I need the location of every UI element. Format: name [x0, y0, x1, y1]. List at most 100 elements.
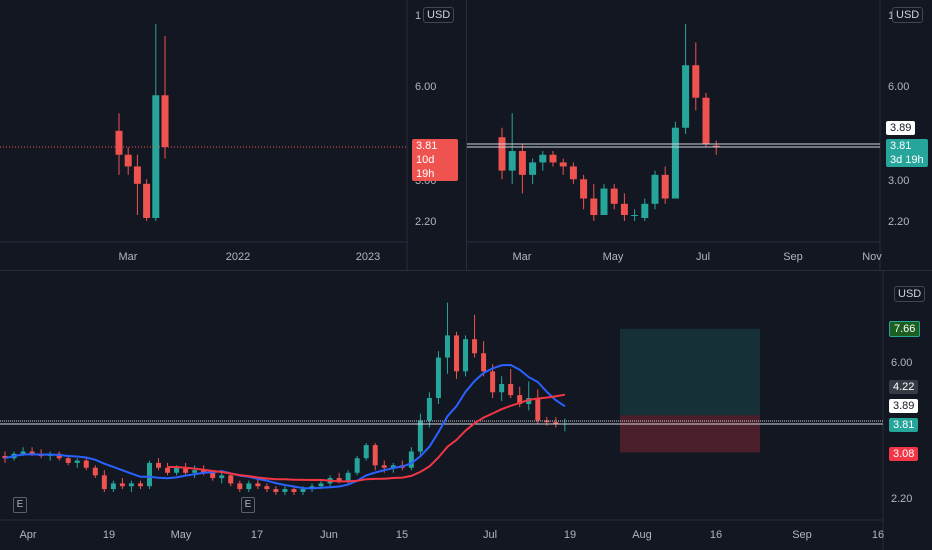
time-tick-label: 2023: [356, 251, 380, 263]
time-tick-label: 15: [396, 529, 408, 541]
time-tick-label: May: [603, 251, 624, 263]
price-badge-top-right-3-89: 3.89: [886, 121, 916, 135]
panel-separator-vertical[interactable]: [466, 0, 467, 270]
candle-body: [246, 483, 252, 490]
candle-body: [553, 422, 559, 424]
earnings-marker[interactable]: E: [241, 497, 255, 513]
price-badge-bottom: 3.81: [889, 418, 919, 432]
candle-body: [481, 353, 487, 372]
currency-label-top-right[interactable]: USD: [892, 7, 924, 23]
price-tick-label: 6.00: [415, 81, 436, 93]
stop-loss-badge: 3.08: [889, 447, 919, 461]
candle-body: [255, 483, 261, 487]
candle-body: [152, 95, 160, 218]
panel-separator-horizontal[interactable]: [0, 270, 932, 271]
time-tick-label: 19: [103, 529, 115, 541]
price-tick-label: 6.00: [891, 357, 912, 369]
time-tick-label: Sep: [792, 529, 812, 541]
time-tick-label: Mar: [513, 251, 532, 263]
candle-body: [590, 198, 598, 216]
candle-body: [133, 166, 141, 184]
candle-body: [417, 420, 423, 452]
candle-body: [156, 462, 162, 468]
candle-body: [20, 451, 26, 454]
price-badge-bottom-3-89: 3.89: [889, 399, 919, 413]
candle-body: [692, 65, 700, 98]
candle-body: [390, 465, 396, 468]
candle-body: [529, 162, 537, 175]
earnings-marker[interactable]: E: [13, 497, 27, 513]
candle-body: [381, 465, 387, 468]
currency-label-bottom[interactable]: USD: [894, 286, 926, 302]
candle-body: [426, 398, 432, 421]
candle-body: [435, 357, 441, 399]
price-tick-label: 2.20: [415, 216, 436, 228]
time-tick-label: 16: [710, 529, 722, 541]
candle-body: [682, 65, 690, 128]
candle-body: [559, 162, 567, 167]
candle-body: [291, 489, 297, 492]
countdown-badge-top-right: 3d 19h: [886, 153, 928, 167]
candles-panel-1: [498, 24, 720, 221]
candle-body: [508, 384, 514, 396]
candle-body: [228, 475, 234, 484]
candle-body: [535, 398, 541, 421]
take-profit-badge: 7.66: [889, 321, 921, 337]
candle-body: [143, 183, 151, 218]
candle-body: [92, 467, 98, 476]
candle-body: [300, 489, 306, 492]
price-badge-top-right: 3.81: [886, 139, 928, 153]
price-badge-top-left: 3.81: [412, 139, 458, 153]
candle-body: [165, 467, 171, 473]
candle-body: [610, 188, 618, 204]
candle-body: [569, 166, 577, 180]
candle-body: [472, 339, 478, 354]
time-tick-label: Sep: [783, 251, 803, 263]
candle-body: [83, 460, 89, 468]
candle-body: [161, 95, 169, 148]
candle-body: [237, 483, 243, 490]
candle-body: [454, 335, 459, 372]
candle-body: [115, 130, 123, 155]
candle-body: [600, 188, 608, 216]
candle-body: [498, 137, 506, 171]
candle-body: [210, 472, 216, 478]
time-tick-label: Apr: [19, 529, 36, 541]
candle-body: [264, 486, 270, 490]
ma-value-badge: 4.22: [889, 380, 919, 394]
currency-label-top-left[interactable]: USD: [423, 7, 455, 23]
candle-body: [119, 483, 125, 487]
candle-body: [580, 179, 588, 199]
candle-body: [345, 472, 351, 481]
candle-body: [661, 174, 669, 199]
candle-body: [631, 215, 639, 217]
candle-body: [712, 145, 720, 148]
price-tick-label: 3.00: [888, 175, 909, 187]
time-tick-label: Jul: [696, 251, 710, 263]
candle-body: [641, 203, 649, 218]
candle-body: [702, 97, 710, 144]
candle-body: [518, 151, 526, 175]
candle-body: [137, 483, 143, 487]
price-tick-label: 2.20: [888, 216, 909, 228]
candle-body: [174, 467, 180, 473]
price-tick-label: 6.00: [888, 81, 909, 93]
candle-body: [183, 467, 189, 473]
candle-body: [444, 335, 450, 358]
candle-body: [124, 154, 132, 167]
candle-body: [539, 154, 547, 163]
candle-body: [146, 462, 152, 487]
candle-body: [110, 483, 116, 490]
candle-body: [363, 445, 369, 459]
time-tick-label: Aug: [632, 529, 652, 541]
candle-body: [219, 475, 225, 478]
candle-body: [192, 470, 198, 473]
candle-body: [408, 451, 414, 468]
candle-body: [201, 470, 207, 473]
candle-body: [508, 151, 516, 171]
candle-body: [549, 154, 557, 163]
time-tick-label: Nov: [862, 251, 882, 263]
candle-body: [101, 475, 107, 490]
candle-body: [372, 445, 378, 466]
